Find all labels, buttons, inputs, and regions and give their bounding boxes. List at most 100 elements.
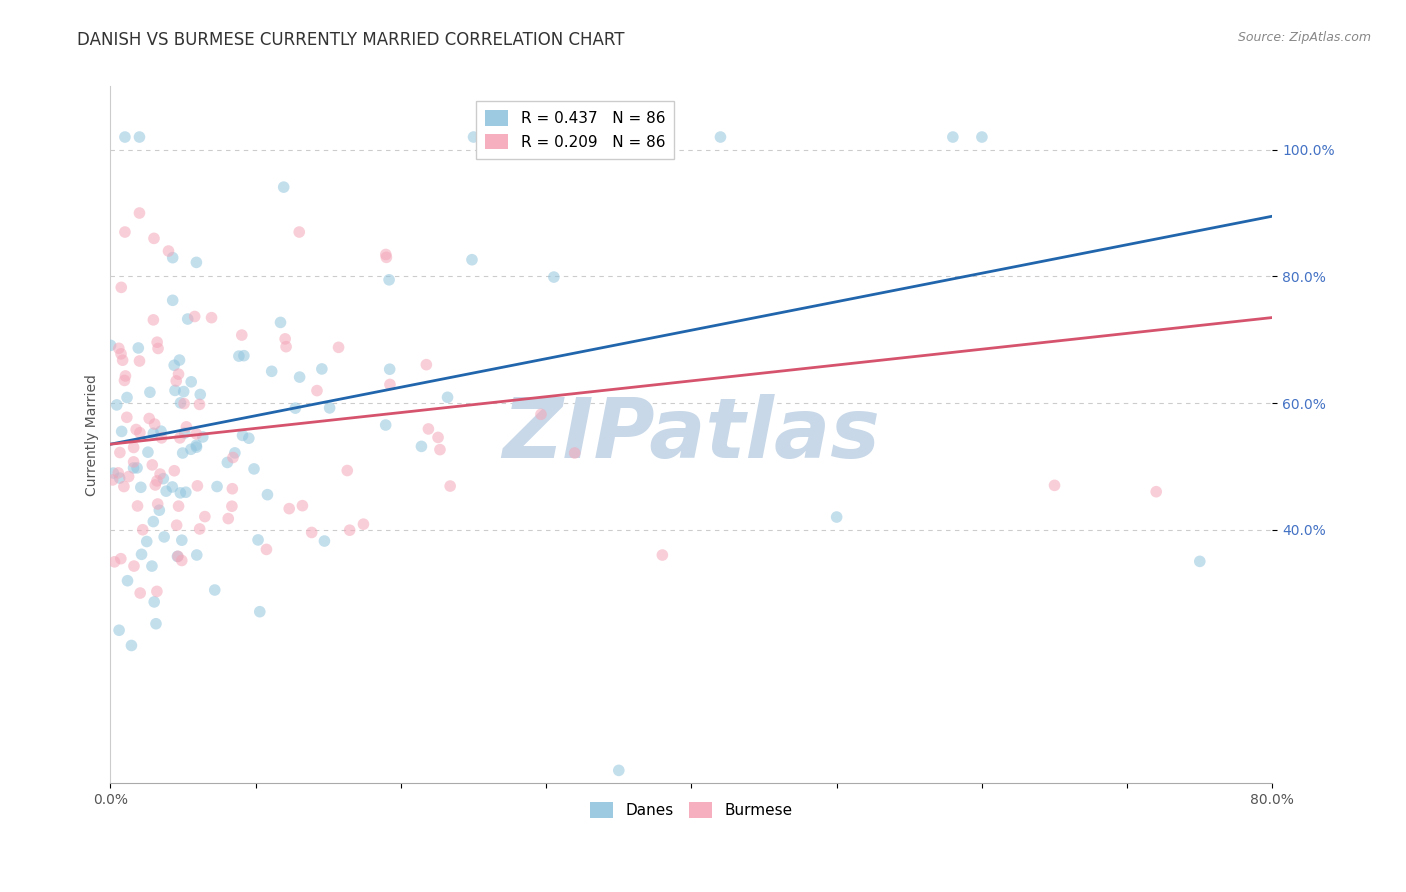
Point [165, 374, 187, 388]
Point [186, 479, 208, 493]
Point [439, 479, 461, 493]
Point [238, 431, 260, 445]
Point [127, 499, 149, 513]
Point [1043, 478, 1066, 492]
Point [108, 624, 131, 638]
Legend: Danes, Burmese: Danes, Burmese [585, 796, 799, 824]
Point [186, 440, 208, 454]
Point [256, 488, 278, 502]
Point [411, 439, 433, 453]
Point [128, 354, 150, 368]
Point [167, 367, 190, 381]
Point [260, 364, 283, 378]
Point [139, 385, 162, 400]
Point [145, 616, 167, 631]
Point [232, 349, 254, 363]
Point [115, 410, 138, 425]
Point [564, 446, 586, 460]
Point [163, 464, 186, 478]
Point [205, 479, 228, 493]
Point [146, 335, 169, 350]
Point [101, 473, 124, 487]
Point [186, 255, 208, 269]
Point [166, 518, 188, 533]
Point [169, 396, 191, 410]
Point [709, 130, 731, 145]
Point [143, 417, 166, 431]
Y-axis label: Currently Married: Currently Married [86, 374, 100, 496]
Point [169, 353, 191, 368]
Point [318, 401, 340, 415]
Point [1144, 484, 1167, 499]
Point [169, 431, 191, 445]
Point [148, 503, 170, 517]
Point [186, 548, 208, 562]
Point [122, 455, 145, 469]
Point [166, 549, 188, 564]
Point [129, 586, 152, 600]
Point [103, 555, 125, 569]
Point [114, 368, 136, 383]
Point [150, 431, 173, 445]
Point [217, 511, 239, 525]
Point [125, 423, 148, 437]
Point [143, 231, 166, 245]
Point [415, 358, 437, 372]
Point [374, 247, 396, 261]
Point [146, 474, 169, 488]
Point [115, 391, 138, 405]
Point [173, 396, 195, 410]
Point [127, 341, 149, 355]
Point [191, 430, 214, 444]
Point [256, 542, 278, 557]
Point [162, 293, 184, 308]
Point [378, 377, 401, 392]
Point [188, 522, 211, 536]
Point [117, 469, 139, 483]
Point [132, 523, 155, 537]
Point [100, 338, 122, 352]
Point [301, 525, 323, 540]
Point [942, 130, 965, 145]
Point [1188, 554, 1211, 568]
Point [120, 639, 142, 653]
Point [247, 533, 270, 547]
Point [163, 384, 186, 398]
Point [163, 359, 186, 373]
Text: DANISH VS BURMESE CURRENTLY MARRIED CORRELATION CHART: DANISH VS BURMESE CURRENTLY MARRIED CORR… [77, 31, 624, 49]
Point [153, 530, 176, 544]
Point [180, 375, 202, 389]
Point [180, 442, 202, 457]
Point [110, 347, 132, 361]
Point [114, 130, 136, 145]
Point [194, 509, 217, 524]
Point [311, 362, 333, 376]
Point [174, 485, 197, 500]
Point [146, 497, 169, 511]
Point [825, 510, 848, 524]
Point [461, 252, 484, 267]
Point [141, 559, 163, 574]
Point [270, 315, 292, 329]
Point [103, 466, 125, 480]
Point [217, 455, 239, 469]
Point [288, 370, 311, 384]
Point [110, 280, 132, 294]
Point [138, 411, 160, 425]
Point [128, 130, 150, 145]
Point [142, 426, 165, 441]
Point [142, 313, 165, 327]
Point [530, 408, 553, 422]
Point [122, 441, 145, 455]
Point [173, 425, 195, 440]
Point [249, 605, 271, 619]
Point [152, 472, 174, 486]
Point [135, 534, 157, 549]
Point [305, 384, 328, 398]
Point [543, 270, 565, 285]
Point [374, 417, 396, 432]
Point [162, 480, 184, 494]
Point [336, 464, 359, 478]
Point [122, 559, 145, 574]
Point [122, 461, 145, 475]
